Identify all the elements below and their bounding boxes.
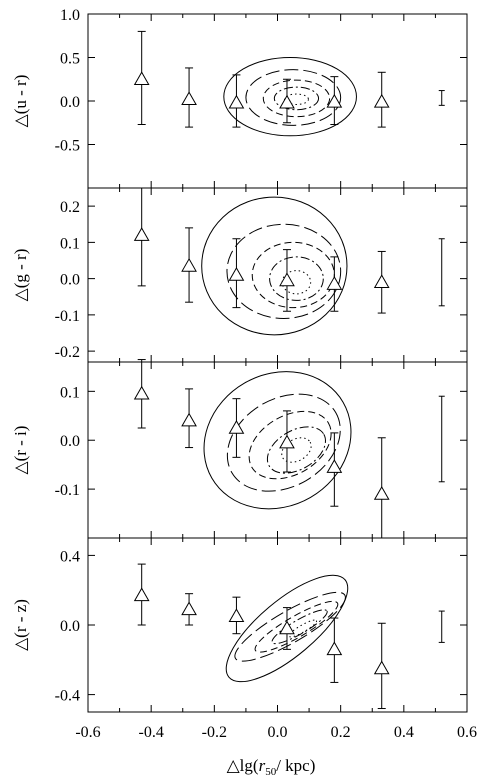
density-contours	[203, 371, 352, 510]
panel-4: 0.4 0.0 -0.4 △(r - z)	[11, 537, 468, 713]
y-tick-label: 0.0	[60, 433, 80, 450]
contour-dot	[288, 619, 318, 638]
data-point-triangle	[133, 71, 150, 85]
data-point-triangle	[181, 257, 197, 272]
data-point-triangle	[373, 274, 390, 288]
contour-dash-dot	[269, 256, 324, 301]
panel-frame	[87, 187, 468, 363]
density-contours	[225, 574, 349, 683]
contour-solid	[225, 574, 349, 683]
y-axis-label: △(u - r)	[11, 75, 30, 128]
panel-1: 0.5 0.0 -0.5 1.0 △(u - r)	[11, 7, 468, 189]
y-tick-label: -0.5	[55, 138, 80, 155]
y-tick-label: 0.5	[60, 51, 80, 68]
panels-group: 0.5 0.0 -0.5 1.0 △(u - r) 0.2 0.1 0.0 -0.1 -0.2 △(…	[11, 7, 468, 713]
y-tick-label: 0.0	[60, 94, 80, 111]
contour-long-dash	[234, 591, 346, 662]
data-point-triangle	[326, 93, 343, 108]
data-point-triangle	[181, 412, 197, 427]
x-tick-label: 0.4	[394, 724, 414, 741]
y-tick-label: 0.1	[60, 235, 80, 252]
x-tick-label: 0.2	[331, 724, 351, 741]
contour-dash-dot	[271, 609, 328, 645]
panel-2: 0.2 0.1 0.0 -0.1 -0.2 △(g - r)	[11, 187, 468, 363]
y-tick-label: 0.0	[60, 618, 80, 635]
data-point-triangle	[373, 93, 390, 108]
y-tick-label: 0.2	[60, 199, 80, 216]
contour-long-dash	[226, 393, 341, 492]
y-tick-label: -0.1	[55, 482, 80, 499]
data-point-triangle	[373, 485, 390, 500]
contour-solid	[203, 371, 352, 510]
contour-dash	[262, 79, 331, 118]
contour-dash	[248, 410, 332, 480]
contour-long-dash	[245, 69, 342, 126]
panel-frame	[87, 361, 468, 539]
y-tick-label: 1.0	[60, 7, 80, 24]
x-axis: -0.6 -0.4 -0.2 0.0 0.2 0.4 0.6	[75, 724, 477, 741]
panel-frame	[87, 13, 468, 189]
contour-dash-dot	[273, 86, 320, 111]
contour-solid	[223, 57, 357, 137]
y-tick-label: -0.1	[55, 308, 80, 325]
data-point-triangle	[133, 227, 150, 241]
contour-dot	[281, 270, 312, 295]
y-tick-label: -0.4	[55, 688, 80, 705]
panel-3: 0.1 0.0 -0.1 △(r - i)	[11, 359, 468, 539]
y-axis-label: △(r - i)	[11, 426, 30, 475]
data-point-triangle	[279, 434, 295, 449]
data-point-triangle	[326, 459, 343, 473]
data-point-triangle	[133, 385, 150, 400]
contour-dot	[281, 437, 312, 463]
data-point-triangle	[373, 660, 390, 675]
data-point-triangle	[279, 272, 295, 287]
x-tick-label: 0.0	[268, 724, 288, 741]
x-axis-label: △lg(r50/ kpc)	[227, 756, 316, 778]
data-point-triangle	[133, 587, 150, 602]
y-axis-label: △(g - r)	[11, 249, 30, 302]
contour-dash	[251, 241, 335, 309]
data-point-triangle	[228, 608, 245, 623]
data-point-triangle	[228, 419, 245, 434]
y-tick-label: 0.1	[60, 384, 80, 401]
data-point-triangle	[181, 601, 197, 616]
x-tick-label: -0.2	[202, 724, 227, 741]
x-tick-label: -0.6	[75, 724, 100, 741]
density-contours	[201, 196, 348, 336]
data-point-triangle	[326, 276, 343, 290]
y-axis-label: △(r - z)	[11, 599, 30, 651]
contour-solid	[201, 196, 348, 336]
contour-dash-dot	[266, 426, 326, 474]
data-point-triangle	[181, 91, 197, 106]
contour-long-dash	[226, 223, 342, 319]
data-point-triangle	[279, 94, 295, 109]
data-point-triangle	[228, 266, 245, 281]
contour-dash	[254, 600, 339, 653]
y-tick-label: 0.0	[60, 272, 80, 289]
x-tick-label: -0.4	[139, 724, 164, 741]
x-tick-label: 0.6	[457, 724, 477, 741]
data-point-triangle	[228, 94, 245, 109]
y-tick-label: 0.4	[60, 548, 80, 565]
data-point-triangle	[279, 620, 295, 635]
y-tick-label: -0.2	[55, 344, 80, 361]
data-point-triangle	[326, 641, 343, 656]
